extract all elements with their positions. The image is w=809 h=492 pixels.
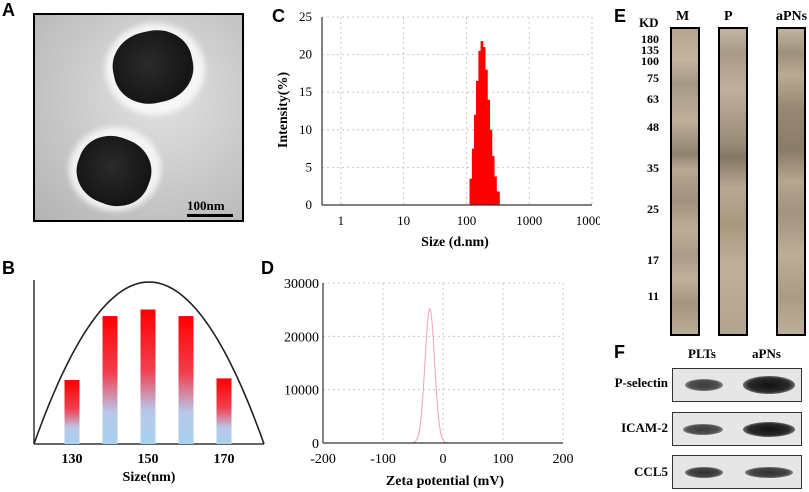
scale-bar	[187, 214, 233, 217]
band	[743, 422, 795, 437]
marker-label-135: 135	[641, 43, 659, 57]
lane-m	[670, 27, 700, 336]
tick-y-20: 20	[299, 47, 312, 62]
bar-216	[487, 99, 491, 205]
row-label-p-selectin: P-selectin	[614, 375, 668, 390]
bar-132	[474, 114, 477, 205]
tick-x-1000: 1000	[516, 213, 542, 228]
tick-y-10000: 10000	[284, 384, 319, 399]
panel-d-letter: D	[261, 258, 274, 278]
marker-label-35: 35	[647, 161, 659, 175]
bar-199	[485, 69, 488, 205]
band	[685, 467, 723, 478]
tick-x-10: 10	[397, 213, 410, 228]
chart-b: 130 150 170 Size(nm)	[33, 280, 265, 485]
panel-c-letter: C	[272, 6, 285, 26]
blot-row-icam-2	[672, 412, 802, 446]
marker-label-63: 63	[647, 92, 659, 106]
axis-y-label: Intensity(%)	[276, 72, 291, 149]
bar-140	[102, 316, 118, 444]
axis-x-label: Size (d.nm)	[421, 235, 489, 250]
band	[743, 376, 795, 394]
tick-x--100: -100	[370, 452, 396, 467]
bar-170	[216, 378, 232, 444]
chart-d: 0 10000 20000 30000 -200 -100 0 100 200 Zeta pot…	[284, 277, 574, 489]
scale-bar-label: 100nm	[187, 198, 225, 213]
bar-255	[491, 156, 495, 205]
tick-x--200: -200	[310, 452, 336, 467]
lane-apns	[776, 27, 806, 336]
distribution-curve	[33, 281, 265, 445]
tick-x-100: 100	[457, 213, 477, 228]
tick-y-5: 5	[306, 159, 313, 174]
band	[685, 379, 723, 391]
column-label-apns: aPNs	[752, 346, 781, 361]
marker-label-100: 100	[641, 54, 659, 68]
marker-label-75: 75	[647, 71, 659, 85]
tick-y-0: 0	[306, 197, 313, 212]
tem-image: 100nm	[33, 13, 244, 222]
column-label-plts: PLTs	[688, 346, 716, 361]
row-label-ccl5: CCL5	[634, 464, 668, 479]
tick-label-150: 150	[138, 452, 159, 467]
tick-y-10: 10	[299, 122, 312, 137]
tick-x-100: 100	[493, 452, 514, 467]
lane-p	[718, 27, 748, 336]
panel-f-letter: F	[614, 342, 625, 362]
marker-label-25: 25	[647, 202, 659, 216]
bar-122	[471, 148, 475, 205]
marker-label-11: 11	[647, 289, 659, 303]
bar-130	[64, 380, 80, 444]
bar-150	[140, 309, 156, 444]
band	[683, 424, 723, 435]
bar-155	[478, 50, 481, 206]
bar-160	[178, 316, 194, 444]
tick-x-0: 0	[440, 452, 447, 467]
marker-label-48: 48	[647, 120, 659, 134]
axis-x-label: Zeta potential (mV)	[386, 474, 505, 489]
tick-y-20000: 20000	[284, 330, 319, 345]
panel-e-letter: E	[614, 6, 627, 26]
blot-row-ccl5	[672, 455, 802, 489]
tick-x-1: 1	[338, 213, 345, 228]
tick-y-25: 25	[299, 9, 312, 24]
tick-x-200: 200	[553, 452, 574, 467]
lane-label-m: M	[676, 9, 690, 24]
tick-x-10000: 10000	[576, 213, 600, 228]
bar-277	[494, 176, 497, 205]
bar-301	[496, 191, 500, 205]
panel-b-letter: B	[2, 258, 15, 278]
tick-y-30000: 30000	[284, 277, 319, 292]
bar-235	[489, 129, 493, 205]
kd-unit-label: KD	[639, 15, 659, 30]
chart-c: 0 5 10 15 20 25 1 10 100 1000 10000 Size (d.nm) In…	[276, 9, 600, 250]
row-label-icam-2: ICAM-2	[621, 420, 668, 435]
tick-label-130: 130	[62, 452, 83, 467]
blot-row-p-selectin	[672, 368, 802, 402]
bar-142	[476, 80, 479, 205]
marker-label-180: 180	[641, 32, 659, 46]
tick-y-0: 0	[312, 437, 319, 452]
bar-183	[482, 47, 486, 205]
tick-label-170: 170	[214, 452, 235, 467]
panel-a-letter: A	[2, 0, 15, 20]
bar-168	[480, 41, 484, 206]
tick-y-15: 15	[299, 84, 312, 99]
axis-x-label: Size(nm)	[123, 470, 176, 485]
marker-label-17: 17	[647, 253, 659, 267]
band	[745, 467, 793, 478]
lane-label-p: P	[724, 9, 733, 24]
bar-112	[469, 178, 473, 205]
lane-label-apns: aPNs	[776, 9, 808, 24]
